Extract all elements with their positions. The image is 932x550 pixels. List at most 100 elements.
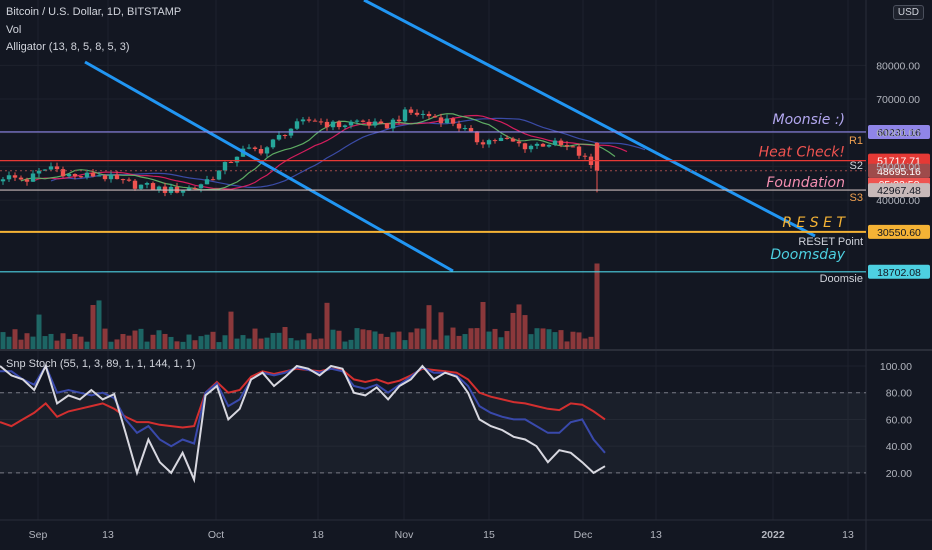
price-tag-text: 30550.60	[877, 227, 921, 239]
volume-bar	[318, 338, 324, 349]
candle-body	[114, 174, 120, 180]
volume-bar	[324, 302, 330, 349]
candle-body	[396, 119, 402, 122]
price-tag	[868, 163, 930, 178]
volume-bar	[510, 312, 516, 349]
volume-bar	[18, 339, 24, 349]
candle-body	[534, 143, 540, 146]
candle-body	[348, 121, 354, 126]
volume-bar	[126, 335, 132, 349]
stoch-line-1	[0, 363, 606, 454]
volume-bar	[48, 333, 54, 349]
candle-body	[234, 156, 240, 163]
volume-bar	[450, 327, 456, 349]
volume-bar	[408, 332, 414, 349]
candle-body	[30, 173, 36, 182]
volume-bar	[60, 333, 66, 349]
level-name-label: Foundation	[766, 175, 845, 191]
volume-bar	[168, 336, 174, 349]
trendline-lower[interactable]	[84, 60, 454, 273]
candle-body	[138, 184, 144, 189]
candle-body	[366, 121, 372, 126]
price-axis-tick: 50000.00	[876, 161, 920, 173]
candle-body	[522, 143, 528, 150]
alligator-jaw	[50, 117, 646, 188]
candle-body	[12, 175, 18, 178]
candle-body	[498, 137, 504, 142]
candle-body	[24, 179, 30, 182]
volume-bars	[0, 263, 600, 349]
candle-body	[186, 188, 192, 191]
volume-bar	[210, 331, 216, 349]
level-side-label: R1	[849, 135, 863, 147]
volume-bar	[282, 327, 288, 349]
candle-body	[42, 169, 48, 171]
volume-bar	[534, 328, 540, 349]
volume-bar	[588, 336, 594, 349]
volume-bar	[180, 341, 186, 349]
volume-bar	[492, 328, 498, 349]
candle-body	[564, 145, 570, 147]
candle-body	[18, 177, 24, 180]
candle-body	[90, 172, 96, 177]
price-tag	[868, 124, 930, 139]
price-tag-text: 42967.48	[877, 185, 921, 197]
volume-bar	[342, 341, 348, 349]
candles	[0, 106, 600, 197]
candle-body	[462, 128, 468, 130]
candle-body	[558, 140, 564, 146]
volume-bar	[114, 339, 120, 349]
volume-bar	[222, 335, 228, 349]
candle-body	[198, 184, 204, 189]
volume-bar	[258, 338, 264, 349]
volume-bar	[516, 304, 522, 349]
volume-bar	[84, 341, 90, 349]
stoch-line-2	[0, 363, 606, 484]
volume-bar	[462, 334, 468, 349]
volume-bar	[66, 338, 72, 349]
candle-body	[216, 170, 222, 180]
volume-bar	[498, 337, 504, 349]
currency-button[interactable]: USD	[892, 5, 924, 20]
level-side-label: Doomsie	[820, 273, 863, 285]
volume-bar	[552, 332, 558, 349]
trendlines[interactable]	[84, 0, 816, 273]
time-axis-tick: Sep	[29, 529, 48, 541]
volume-bar	[300, 339, 306, 349]
candle-body	[456, 123, 462, 129]
candle-body	[492, 140, 498, 142]
candle-body	[552, 140, 558, 145]
candle-body	[204, 179, 210, 185]
time-axis-tick: 13	[842, 529, 854, 541]
volume-bar	[264, 337, 270, 349]
volume-bar	[366, 330, 372, 349]
volume-bar	[360, 329, 366, 349]
volume-bar	[252, 328, 258, 349]
symbol-title: Bitcoin / U.S. Dollar, 1D, BITSTAMP	[6, 6, 182, 18]
candle-body	[54, 166, 60, 170]
time-axis-tick: Dec	[574, 529, 593, 541]
volume-bar	[432, 339, 438, 349]
volume-bar	[102, 328, 108, 349]
candle-body	[144, 183, 150, 185]
candle-body	[36, 170, 42, 174]
trendline-upper[interactable]	[363, 0, 816, 238]
volume-bar	[390, 332, 396, 349]
volume-bar	[186, 334, 192, 349]
volume-bar	[234, 338, 240, 349]
candle-body	[72, 173, 78, 177]
stoch-axis-tick: 100.00	[880, 361, 912, 373]
stoch-axis-tick: 40.00	[886, 441, 912, 453]
volume-bar	[270, 333, 276, 349]
stoch-band	[0, 392, 866, 473]
candle-body	[432, 116, 438, 118]
volume-bar	[156, 330, 162, 349]
volume-bar	[12, 329, 18, 349]
candle-body	[342, 125, 348, 128]
volume-bar	[198, 336, 204, 349]
volume-bar	[336, 330, 342, 349]
level-name-label: R E S E T	[782, 215, 846, 231]
volume-bar	[150, 334, 156, 349]
volume-bar	[138, 328, 144, 349]
